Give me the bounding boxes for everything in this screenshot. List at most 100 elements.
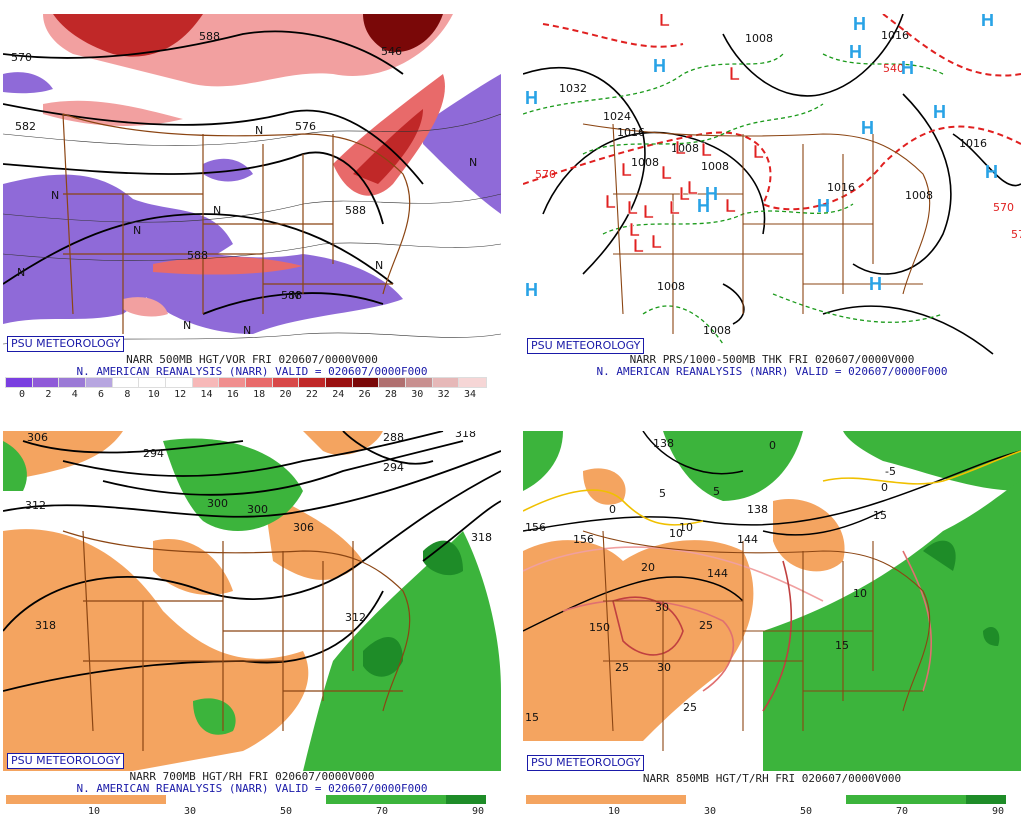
colorbar-swatch — [846, 795, 886, 804]
branding-label: PSU METEOROLOGY — [7, 753, 125, 769]
contour-label: 300 — [247, 503, 268, 516]
map-700mb: 306 312 318 318 312 294 288 300 306 294 … — [3, 431, 501, 771]
colorbar-tick: 30 — [411, 389, 424, 400]
temp-label: 5 — [713, 485, 720, 498]
colorbar-swatch — [86, 795, 126, 804]
isobar-label: 1016 — [827, 181, 855, 194]
colorbar-tick: 2 — [45, 389, 52, 400]
temp-label: 10 — [669, 527, 683, 540]
temperature-labels: 0 0 5 5 10 10 15 20 25 25 25 30 30 15 15… — [525, 439, 896, 724]
vort-label: N — [243, 324, 251, 337]
high-marker: H — [697, 196, 710, 216]
low-marker: L — [659, 14, 670, 30]
high-marker: H — [525, 280, 538, 300]
colorbar-swatch — [6, 795, 46, 804]
colorbar-tick: 26 — [358, 389, 371, 400]
colorbar-swatch — [85, 377, 114, 388]
colorbar-swatch — [378, 377, 408, 388]
colorbar-swatch — [458, 377, 488, 388]
contour-label-588a: 588 — [199, 30, 220, 43]
colorbar-swatch — [566, 795, 606, 804]
panel-700mb-hgt-rh: 306 312 318 318 312 294 288 300 306 294 … — [3, 431, 501, 829]
high-markers: H H H H H H H H H H H H H H — [525, 14, 998, 300]
caption-valid: N. AMERICAN REANALYSIS (NARR) VALID = 02… — [76, 365, 428, 378]
thin-contours — [3, 113, 501, 345]
height-label: 150 — [589, 621, 610, 634]
thickness-label: 570 — [993, 201, 1014, 214]
vorticity-positive-shading — [43, 14, 453, 317]
colorbar-tick: 32 — [437, 389, 450, 400]
temp-label: 20 — [641, 561, 655, 574]
height-label: 144 — [737, 533, 758, 546]
isobar-label: 1016 — [617, 126, 645, 139]
contour-label: 306 — [293, 521, 314, 534]
colorbar-swatch — [326, 795, 366, 804]
panel-prs-thickness: 1032 1024 1016 1008 1008 1008 1008 1016 … — [523, 14, 1021, 412]
contour-label-582: 582 — [15, 120, 36, 133]
high-marker: H — [653, 56, 666, 76]
colorbar-swatch — [111, 377, 141, 388]
colorbar-tick: 70 — [375, 806, 389, 817]
contour-labels: 306 312 318 318 312 294 288 300 306 294 … — [25, 431, 492, 632]
height-label: 156 — [573, 533, 594, 546]
temp-label: 15 — [835, 639, 849, 652]
caption-title: NARR 500MB HGT/VOR FRI 020607/0000V000 — [126, 353, 378, 366]
height-label: 156 — [525, 521, 546, 534]
high-marker: H — [705, 184, 718, 204]
caption-valid: N. AMERICAN REANALYSIS (NARR) VALID = 02… — [596, 365, 948, 378]
low-markers: L L L L L L L L L L L L L L L L L — [605, 14, 765, 256]
low-marker: L — [643, 202, 654, 222]
low-marker: L — [669, 198, 680, 218]
colorbar-swatch — [58, 377, 88, 388]
map-850mb: 138 156 150 144 138 144 156 0 0 5 5 10 1… — [523, 431, 1021, 771]
colorbar-tick: 0 — [18, 389, 26, 400]
colorbar-swatch — [166, 795, 206, 804]
contour-label: 294 — [383, 461, 404, 474]
height-contours — [3, 431, 501, 692]
colorbar-tick: 90 — [471, 806, 485, 817]
colorbar-swatch — [606, 795, 646, 804]
isobar-label: 1008 — [701, 160, 729, 173]
temp-label: 0 — [881, 481, 888, 494]
low-marker: L — [725, 196, 736, 216]
state-borders — [582, 530, 931, 751]
vort-label: N — [133, 224, 141, 237]
vort-label: N — [17, 266, 25, 279]
temp-label: 10 — [853, 587, 867, 600]
contour-label-588b: 588 — [345, 204, 366, 217]
colorbar-tick: 6 — [98, 389, 105, 400]
colorbar-swatch — [686, 795, 726, 804]
colorbar-tick: 50 — [279, 806, 293, 817]
isobar-label: 1008 — [905, 189, 933, 202]
high-marker: H — [817, 196, 830, 216]
vort-label: N — [375, 259, 383, 272]
temp-label: 0 — [769, 439, 776, 452]
vort-label: N — [255, 124, 263, 137]
colorbar-swatch — [206, 795, 246, 804]
rh-moist-shading — [523, 431, 1021, 771]
caption-title: NARR 700MB HGT/RH FRI 020607/0000V000 — [129, 770, 375, 783]
height-contours — [523, 431, 1021, 632]
colorbar-tick: 8 — [124, 389, 131, 400]
colorbar-swatch — [286, 795, 326, 804]
colorbar-tick: 50 — [799, 806, 813, 817]
high-marker: H — [853, 14, 866, 34]
rh-moist-shading — [3, 438, 501, 771]
colorbar-tick: 10 — [147, 389, 160, 400]
contour-label: 288 — [383, 431, 404, 444]
colorbar-tick: 14 — [200, 389, 213, 400]
vort-label: N — [291, 289, 299, 302]
temp-label: -5 — [885, 465, 896, 478]
high-marker: H — [981, 14, 994, 30]
colorbar-swatch — [405, 377, 434, 388]
contour-label-576: 576 — [295, 120, 316, 133]
vort-label: N — [213, 204, 221, 217]
contour-label: 318 — [455, 431, 476, 440]
colorbar-tick: 20 — [279, 389, 292, 400]
colorbar-swatch — [191, 377, 221, 388]
colorbar-tick: 90 — [991, 806, 1005, 817]
colorbar-tick: 30 — [183, 806, 197, 817]
colorbar-swatch — [926, 795, 966, 804]
contour-label: 312 — [25, 499, 46, 512]
colorbar-tick: 24 — [332, 389, 345, 400]
